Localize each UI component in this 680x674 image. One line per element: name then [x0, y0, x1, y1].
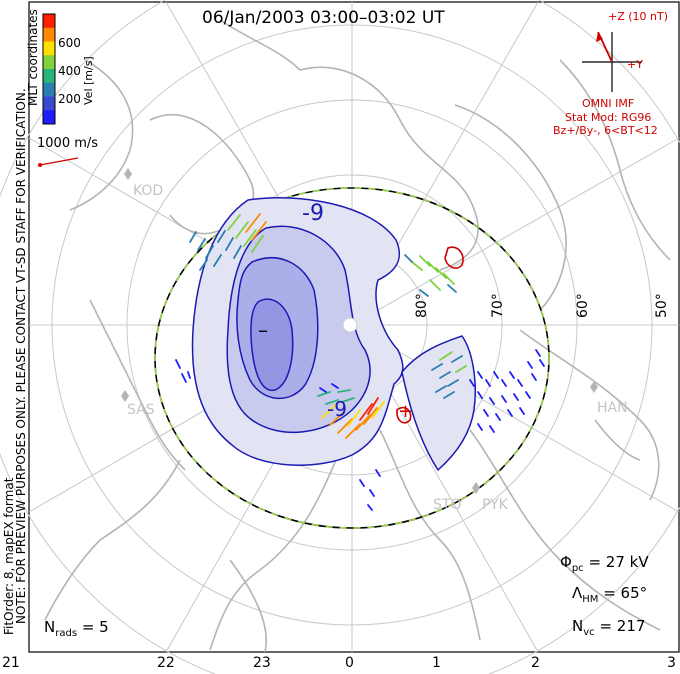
colorbar-tick-200: 200 [58, 92, 81, 106]
coastlines [44, 19, 671, 653]
colorbar-tick-400: 400 [58, 64, 81, 78]
latitude-label-70: 70° [490, 293, 506, 318]
velocity-vectors [175, 213, 545, 511]
mlt-hour-21: 21 [2, 655, 20, 671]
colorbar-segment [43, 96, 55, 111]
map-title: 06/Jan/2003 03:00–03:02 UT [202, 8, 445, 28]
hm-boundary-latitude: ΛHM = 65° [572, 584, 648, 605]
mlt-hour-3: 3 [667, 655, 676, 671]
fit-order-note: FitOrder: 8, mapEX format [2, 477, 16, 635]
cross-polar-cap-potential: Φpc = 27 kV [560, 553, 649, 574]
mlt-hour-1: 1 [432, 655, 441, 671]
colorbar-tick-600: 600 [58, 36, 81, 50]
colorbar-segment [43, 82, 55, 97]
contour-label-mid: -9 [327, 397, 347, 421]
colorbar-label: Vel [m/s] [82, 56, 95, 105]
station-markers [121, 168, 598, 494]
colorbar-segment [43, 55, 55, 70]
colorbar-segment [43, 110, 55, 125]
colorbar-frame [42, 13, 56, 125]
potential-maximum-marker: + [398, 401, 414, 422]
negative-cell [191, 197, 404, 466]
colorbar-segment [43, 14, 55, 29]
positive-cell [401, 335, 477, 472]
station-han: HAN [597, 400, 628, 416]
mlt-hour-2: 2 [531, 655, 540, 671]
station-kod: KOD [133, 183, 164, 199]
imf-condition: Bz+/By-, 6<BT<12 [553, 124, 658, 137]
velocity-colorbar [43, 14, 55, 125]
lambda-hm-value: = 65° [603, 584, 648, 602]
mlt-hour-22: 22 [157, 655, 175, 671]
station-sas: SAS [127, 402, 155, 418]
imf-by-label: +Y [627, 58, 643, 71]
imf-bz-label: +Z (10 nT) [608, 10, 669, 23]
plot-frame [28, 1, 680, 653]
colorbar-segment [43, 27, 55, 42]
scale-vector [38, 157, 79, 167]
imf-source: OMNI IMF [582, 97, 635, 110]
mlt-hour-23: 23 [253, 655, 271, 671]
colorbar-segment [43, 41, 55, 56]
potential-minimum-marker: – [258, 318, 268, 342]
imf-clock [582, 31, 642, 92]
scale-vector-label: 1000 m/s [37, 136, 99, 151]
n-vc-value: = 217 [599, 617, 646, 635]
coordinate-system-label: MLT coordinates [26, 9, 40, 106]
colorbar-segment [43, 69, 55, 84]
mlt-hour-0: 0 [345, 655, 354, 671]
latitude-label-50: 50° [654, 293, 670, 318]
latitude-label-80: 80° [414, 293, 430, 318]
latitude-label-60: 60° [575, 293, 591, 318]
phi-pc-value: = 27 kV [588, 553, 649, 571]
geomagnetic-pole [342, 317, 358, 333]
vector-count: Nvc = 217 [572, 617, 646, 638]
n-rads-value: = 5 [81, 618, 109, 636]
contour-label-top: -9 [302, 201, 324, 226]
station-sto: STO [433, 497, 462, 513]
hm-boundary-dash [154, 187, 550, 529]
positive-contours [396, 246, 464, 424]
preview-note: NOTE: FOR PREVIEW PURPOSES ONLY. PLEASE … [14, 88, 28, 624]
stat-model: Stat Mod: RG96 [565, 111, 652, 124]
station-pyk: PYK [482, 497, 508, 513]
radar-count: Nrads = 5 [44, 618, 109, 639]
